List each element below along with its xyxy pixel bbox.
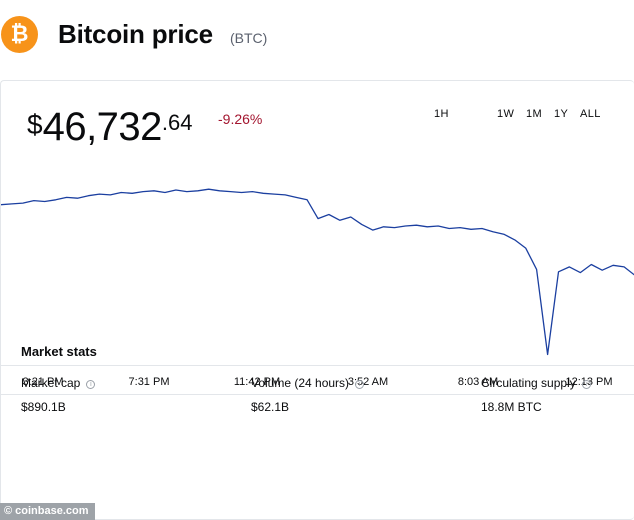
x-tick-label: 8:03 AM bbox=[457, 376, 499, 388]
price-whole: 46,732 bbox=[42, 105, 163, 149]
range-all-button[interactable]: ALL bbox=[580, 108, 601, 120]
info-icon[interactable]: i bbox=[581, 380, 591, 389]
time-range-selector: 1H 1W 1M 1Y ALL bbox=[1, 108, 634, 124]
price-chart[interactable] bbox=[1, 81, 634, 381]
circulating-supply-value: 18.8M BTC bbox=[481, 400, 542, 414]
price-decimal: .64 bbox=[161, 110, 193, 135]
x-tick-label: 3:21 PM bbox=[22, 376, 64, 388]
current-price: $ 46,732 .64 bbox=[27, 105, 193, 149]
market-cap-label: Market cap i bbox=[21, 376, 96, 390]
bitcoin-logo-icon: ₿ bbox=[1, 16, 38, 53]
ticker-symbol: (BTC) bbox=[230, 30, 268, 46]
circulating-supply-label: Circulating supply i bbox=[481, 376, 591, 390]
section-divider bbox=[1, 394, 634, 395]
price-series-line bbox=[1, 188, 634, 356]
market-stats-heading: Market stats bbox=[21, 344, 97, 359]
price-card: $ 46,732 .64 -9.26% 1H 1W 1M 1Y ALL 3:21… bbox=[0, 80, 634, 520]
market-cap-value: $890.1B bbox=[21, 400, 66, 414]
volume-label: Volume (24 hours) i bbox=[251, 376, 365, 390]
price-change-percent: -9.26% bbox=[218, 111, 263, 127]
info-icon[interactable]: i bbox=[355, 380, 365, 389]
price-currency: $ bbox=[27, 109, 43, 140]
x-tick-label: 7:31 PM bbox=[128, 376, 170, 388]
page-title: Bitcoin price bbox=[58, 19, 213, 49]
range-1y-button[interactable]: 1Y bbox=[554, 108, 569, 120]
range-1m-button[interactable]: 1M bbox=[526, 108, 543, 120]
page-header: ₿ Bitcoin price (BTC) bbox=[0, 13, 634, 59]
coinbase-watermark: © coinbase.com bbox=[0, 503, 95, 520]
x-tick-label: 11:42 PM bbox=[233, 376, 281, 388]
chart-x-axis: 3:21 PM 7:31 PM 11:42 PM 3:52 AM 8:03 AM… bbox=[1, 365, 634, 395]
volume-value: $62.1B bbox=[251, 400, 290, 414]
range-1h-button[interactable]: 1H bbox=[434, 108, 449, 120]
info-icon[interactable]: i bbox=[86, 380, 96, 389]
range-1w-button[interactable]: 1W bbox=[497, 108, 515, 120]
